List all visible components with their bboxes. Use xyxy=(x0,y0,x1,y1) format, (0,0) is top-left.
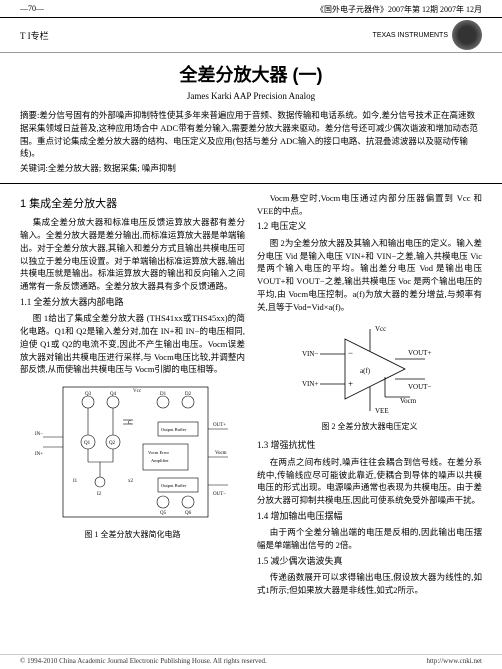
authors-line: James Karki AAP Precision Analog xyxy=(0,91,502,101)
abstract-text: 差分信号固有的外部噪声抑制特性使其多年来普遍应用于音频、数据传输和电话系统。如今… xyxy=(20,110,478,158)
h3-1-4: 1.4 增加输出电压摆幅 xyxy=(257,510,482,524)
svg-text:OUT+: OUT+ xyxy=(213,423,226,428)
journal-info: 《国外电子元器件》2007年第 12期 2007年 12月 xyxy=(316,4,482,15)
svg-text:Vocm: Vocm xyxy=(215,451,227,456)
page-number: —70— xyxy=(20,4,44,15)
svg-text:IN−: IN− xyxy=(35,432,43,437)
h3-1-2: 1.2 电压定义 xyxy=(257,220,482,234)
svg-text:VEE: VEE xyxy=(375,407,389,415)
footer-left: © 1994-2010 China Academic Journal Elect… xyxy=(20,657,267,665)
svg-text:Output Buffer: Output Buffer xyxy=(161,483,187,488)
page-footer: © 1994-2010 China Academic Journal Elect… xyxy=(0,654,502,667)
figure-2: a(f) − + Vcc VEE VIN− VIN+ VOUT+ VOUT− xyxy=(257,319,482,433)
para-c1-2: 图 1给出了集成全差分放大器 (THS41xx或THS45xx)的简化电路。Q1… xyxy=(20,312,245,376)
svg-text:D1: D1 xyxy=(160,392,167,397)
section-label-text: T I专栏 xyxy=(20,29,49,42)
abstract-label: 摘要: xyxy=(20,110,39,120)
svg-text:Q1: Q1 xyxy=(84,441,91,446)
article-title: 全差分放大器 (一) xyxy=(0,61,502,87)
ti-logo-text: TEXAS INSTRUMENTS xyxy=(373,32,448,39)
svg-text:x2: x2 xyxy=(128,479,134,484)
svg-text:Q3: Q3 xyxy=(85,392,92,397)
svg-text:Q2: Q2 xyxy=(109,441,116,446)
h3-1-3: 1.3 增强抗扰性 xyxy=(257,439,482,453)
svg-text:Vocm Error: Vocm Error xyxy=(148,450,170,455)
column-left: 1 集成全差分放大器 集成全差分放大器和标准电压反馈运算放大器都有差分输入。全差… xyxy=(20,192,245,599)
svg-text:Output Buffer: Output Buffer xyxy=(161,427,187,432)
badge-icon xyxy=(452,20,482,50)
para-c2-0: Vocm悬空时,Vocm电压通过内部分压器偏置到 Vcc 和 VEE的中点。 xyxy=(257,192,482,218)
fig1-svg: Q3 Q4 D1 D2 Vcc Q1 Q2 I2 xyxy=(33,382,233,527)
keywords-label: 关键词: xyxy=(20,163,48,173)
figure-1: Q3 Q4 D1 D2 Vcc Q1 Q2 I2 xyxy=(20,382,245,541)
abstract-block: 摘要:差分信号固有的外部噪声抑制特性使其多年来普遍应用于音频、数据传输和电话系统… xyxy=(0,109,502,184)
svg-text:Amplifier: Amplifier xyxy=(151,458,169,463)
page-header: —70— 《国外电子元器件》2007年第 12期 2007年 12月 xyxy=(0,0,502,18)
para-c1-1: 集成全差分放大器和标准电压反馈运算放大器都有差分输入。全差分放大器是差分输出,而… xyxy=(20,216,245,293)
fig1-caption: 图 1 全差分放大器简化电路 xyxy=(20,529,245,541)
svg-text:IN+: IN+ xyxy=(35,452,43,457)
svg-text:Vcc: Vcc xyxy=(375,325,386,333)
svg-text:VIN+: VIN+ xyxy=(302,380,318,388)
column-right: Vocm悬空时,Vocm电压通过内部分压器偏置到 Vcc 和 VEE的中点。 1… xyxy=(257,192,482,599)
svg-text:D2: D2 xyxy=(185,392,192,397)
keywords-text: 全差分放大器; 数据采集; 噪声抑制 xyxy=(48,163,176,173)
para-c2-3: 由于两个全差分输出端的电压是反相的,因此输出电压摆幅是单端输出信号的 2倍。 xyxy=(257,526,482,552)
para-c2-2: 在两点之间布线时,噪声往往会耦合到信号线。在差分系统中,传输线应尽可能彼此靠近,… xyxy=(257,456,482,507)
fig2-svg: a(f) − + Vcc VEE VIN− VIN+ VOUT+ VOUT− xyxy=(300,319,440,419)
section-bar: T I专栏 TEXAS INSTRUMENTS xyxy=(0,18,502,53)
h3-1-1: 1.1 全差分放大器内部电路 xyxy=(20,296,245,310)
svg-text:I1: I1 xyxy=(73,479,78,484)
footer-right: http://www.cnki.net xyxy=(426,657,482,665)
svg-text:+: + xyxy=(348,379,353,389)
svg-text:VOUT+: VOUT+ xyxy=(408,349,431,357)
svg-text:C: C xyxy=(128,421,132,426)
h2-section1: 1 集成全差分放大器 xyxy=(20,196,245,213)
fig2-af-label: a(f) xyxy=(360,367,371,375)
h3-1-5: 1.5 减少偶次谐波失真 xyxy=(257,555,482,569)
svg-text:Q6: Q6 xyxy=(185,511,192,516)
svg-text:Q5: Q5 xyxy=(160,511,167,516)
svg-text:I2: I2 xyxy=(97,492,102,497)
fig2-caption: 图 2 全差分放大器电压定义 xyxy=(257,421,482,433)
para-c2-4: 传递函数展开可以求得输出电压,假设放大器为线性的,如式1所示;但如果放大器是非线… xyxy=(257,571,482,597)
svg-text:−: − xyxy=(348,348,353,358)
body-columns: 1 集成全差分放大器 集成全差分放大器和标准电压反馈运算放大器都有差分输入。全差… xyxy=(0,184,502,599)
svg-text:OUT−: OUT− xyxy=(213,492,226,497)
svg-text:Vocm: Vocm xyxy=(400,397,417,405)
svg-text:Vcc: Vcc xyxy=(133,389,142,394)
svg-text:Q4: Q4 xyxy=(110,392,117,397)
svg-text:VIN−: VIN− xyxy=(302,350,318,358)
svg-text:VOUT−: VOUT− xyxy=(408,383,431,391)
para-c2-1: 图 2为全差分放大器及其输入和输出电压的定义。输入差分电压 Vid 是输入电压 … xyxy=(257,237,482,314)
